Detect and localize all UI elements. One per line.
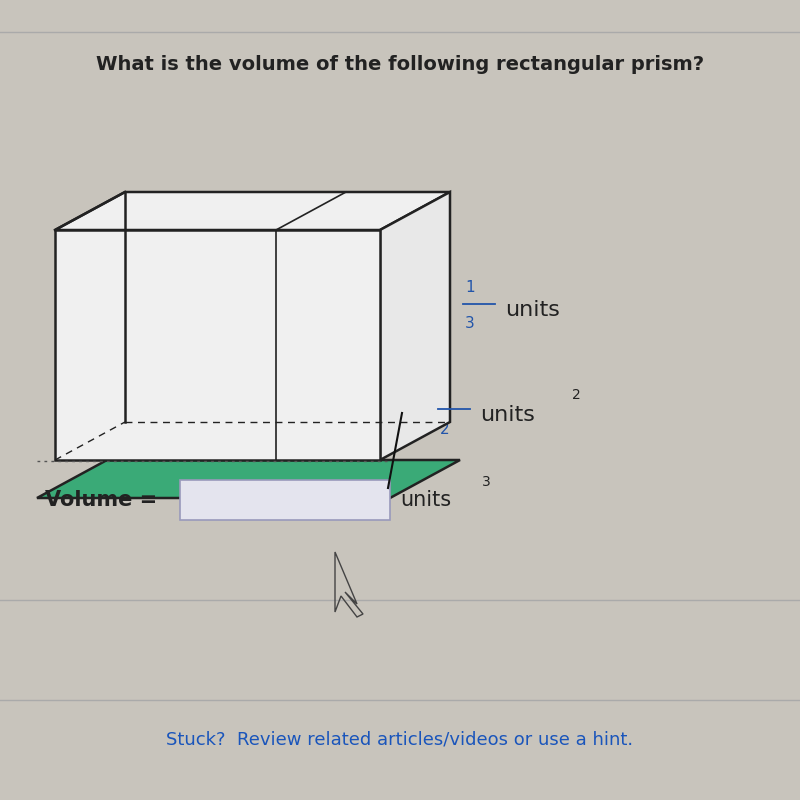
Text: 1: 1 xyxy=(465,281,474,295)
Text: 2: 2 xyxy=(440,422,450,437)
Text: 2: 2 xyxy=(572,388,581,402)
Text: Volume =: Volume = xyxy=(45,490,158,510)
Polygon shape xyxy=(380,192,450,460)
Text: 4: 4 xyxy=(410,405,424,425)
Text: units: units xyxy=(400,490,451,510)
Polygon shape xyxy=(55,230,380,460)
Text: units: units xyxy=(505,300,560,320)
Polygon shape xyxy=(37,460,460,498)
Text: 3: 3 xyxy=(465,317,474,331)
Text: Stuck?  Review related articles/videos or use a hint.: Stuck? Review related articles/videos or… xyxy=(166,731,634,749)
Text: 1: 1 xyxy=(435,300,449,320)
Text: units: units xyxy=(480,405,535,425)
Text: 3: 3 xyxy=(482,475,490,489)
Text: 1: 1 xyxy=(440,386,450,401)
Polygon shape xyxy=(55,192,450,230)
FancyBboxPatch shape xyxy=(180,480,390,520)
Text: What is the volume of the following rectangular prism?: What is the volume of the following rect… xyxy=(96,55,704,74)
